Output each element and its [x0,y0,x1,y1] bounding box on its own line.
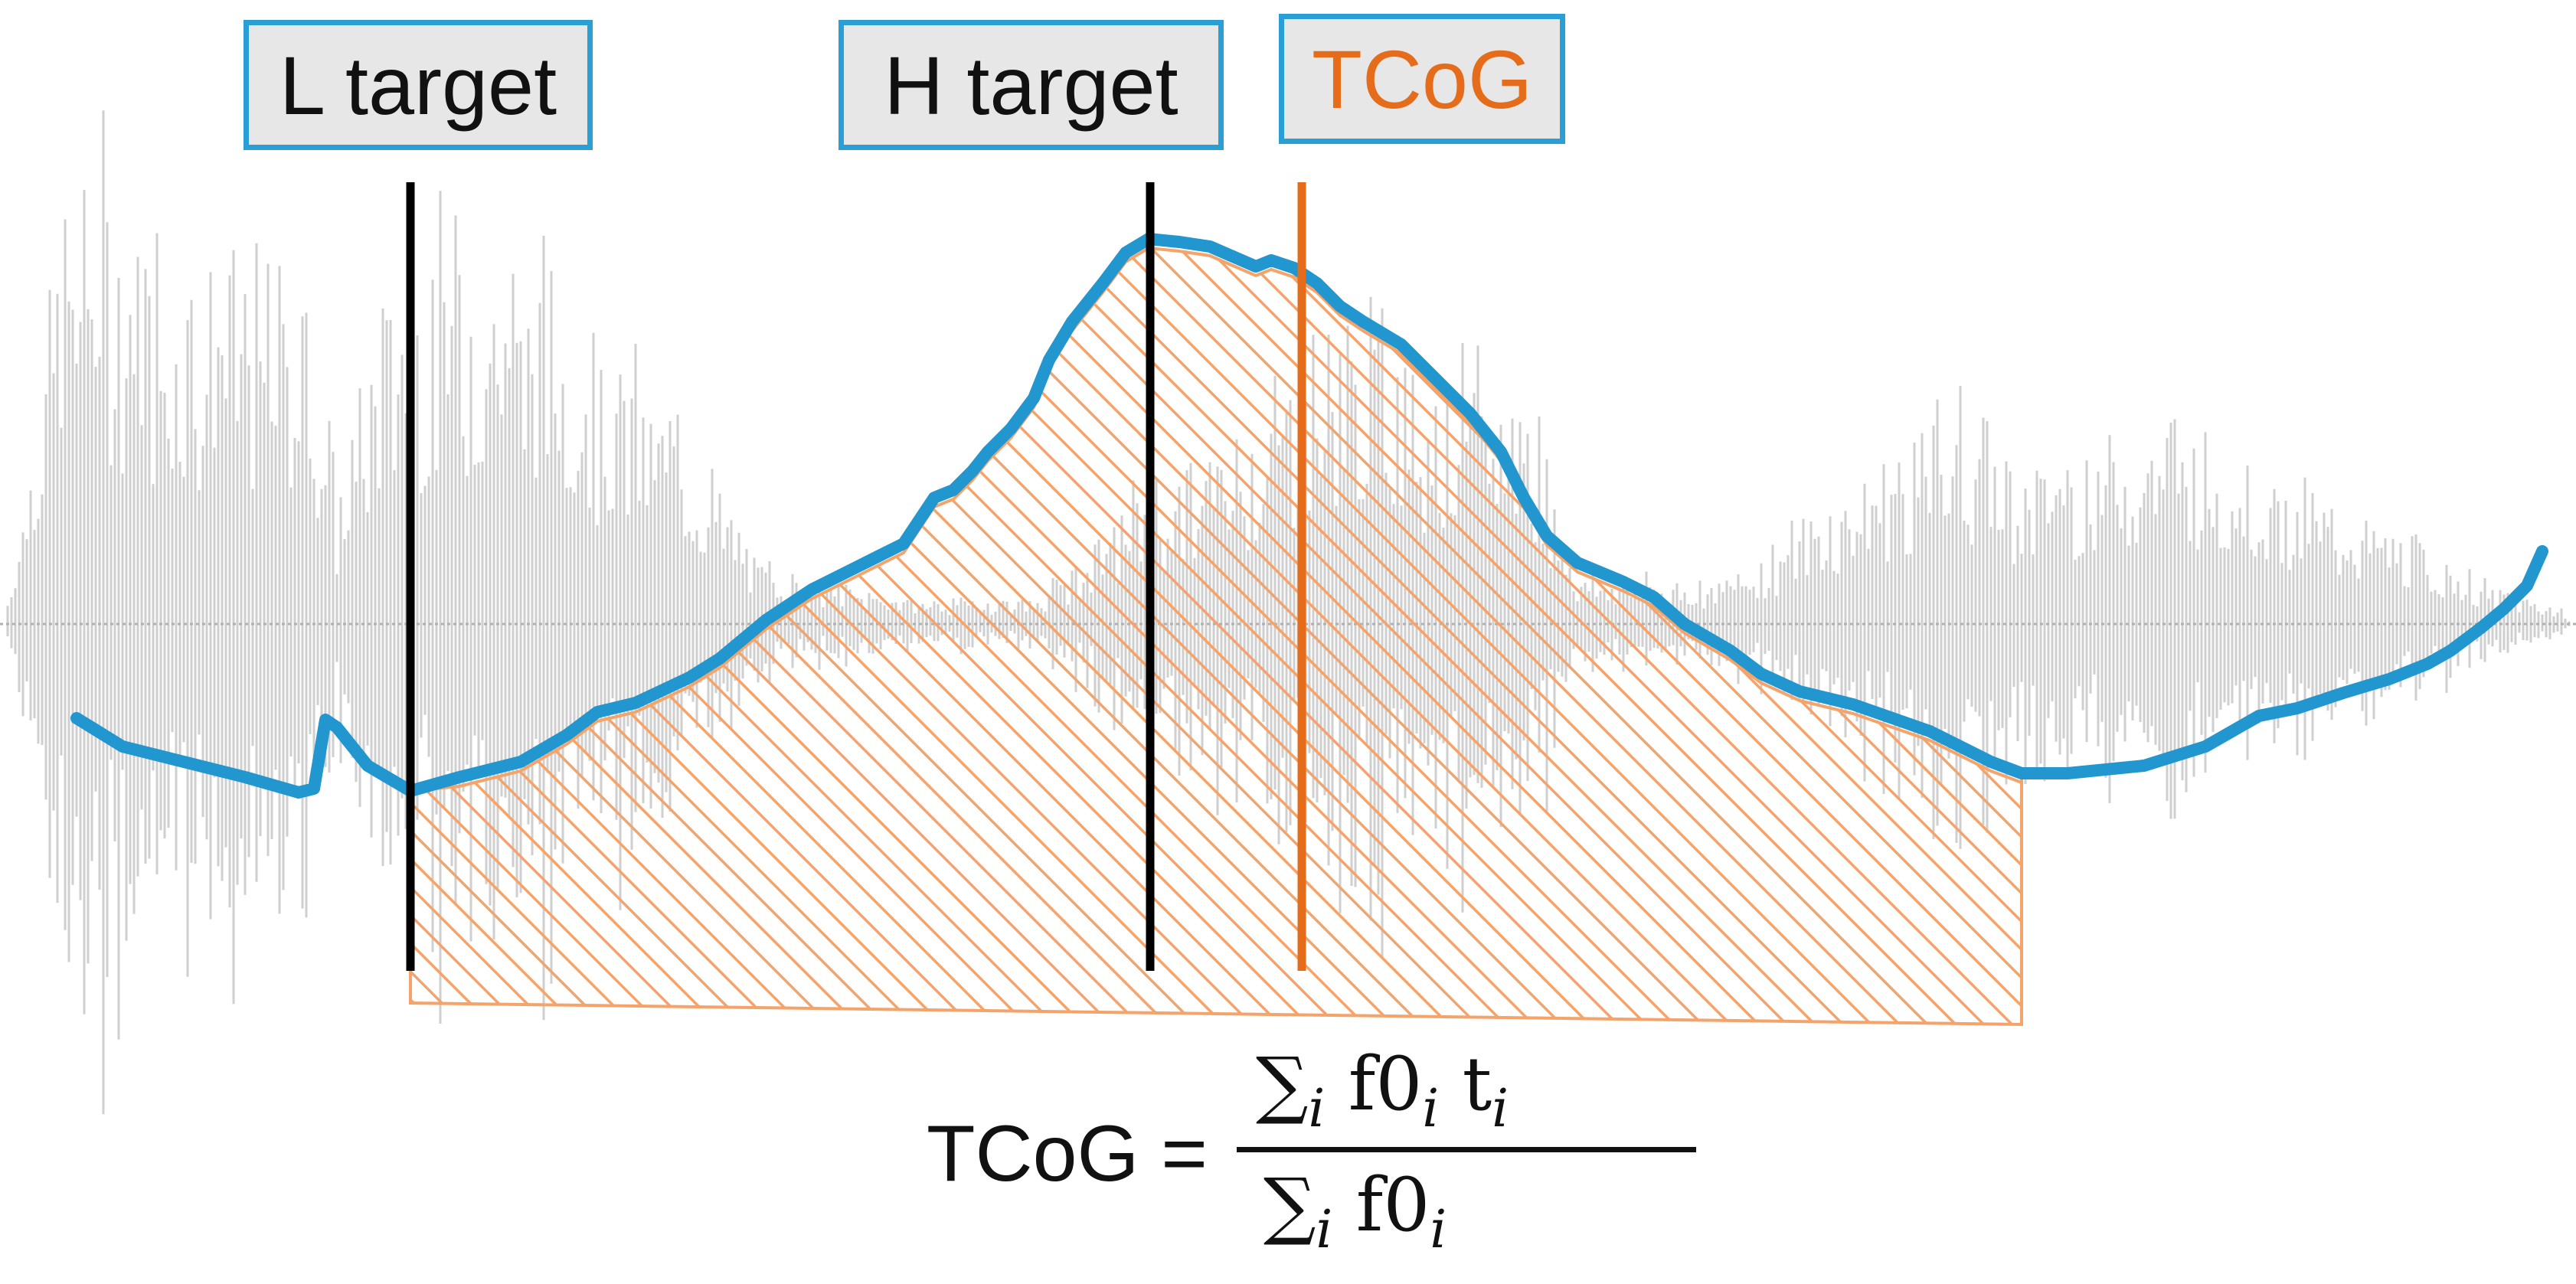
formula-numerator: ∑i f0i ti [1256,1041,1715,1139]
denominator-sum: ∑ [1263,1162,1316,1248]
numerator-t-index: i [1492,1079,1509,1139]
l-target-label: L target [244,20,593,150]
formula-denominator: ∑i f0i [1263,1162,1723,1260]
h-target-label: H target [839,20,1224,150]
numerator-t: t [1462,1041,1492,1127]
formula-lhs: TCoG = [927,1109,1208,1198]
numerator-sum-index: i [1308,1079,1326,1139]
pitch-contour [70,233,2548,799]
denominator-f0: f0 [1355,1162,1430,1248]
denominator-f0-index: i [1430,1200,1447,1260]
tcog-formula: TCoG = ∑i f0i ti ∑i f0i [927,1026,1696,1271]
fraction-bar [1237,1147,1696,1152]
numerator-sum: ∑ [1256,1041,1309,1127]
tcog-label: TCoG [1279,14,1565,144]
numerator-f0: f0 [1348,1041,1423,1127]
formula-fraction: ∑i f0i ti ∑i f0i [1237,1026,1696,1271]
hatched-area-under-contour [409,246,2023,1027]
denominator-sum-index: i [1316,1200,1333,1260]
numerator-f0-index: i [1422,1079,1440,1139]
